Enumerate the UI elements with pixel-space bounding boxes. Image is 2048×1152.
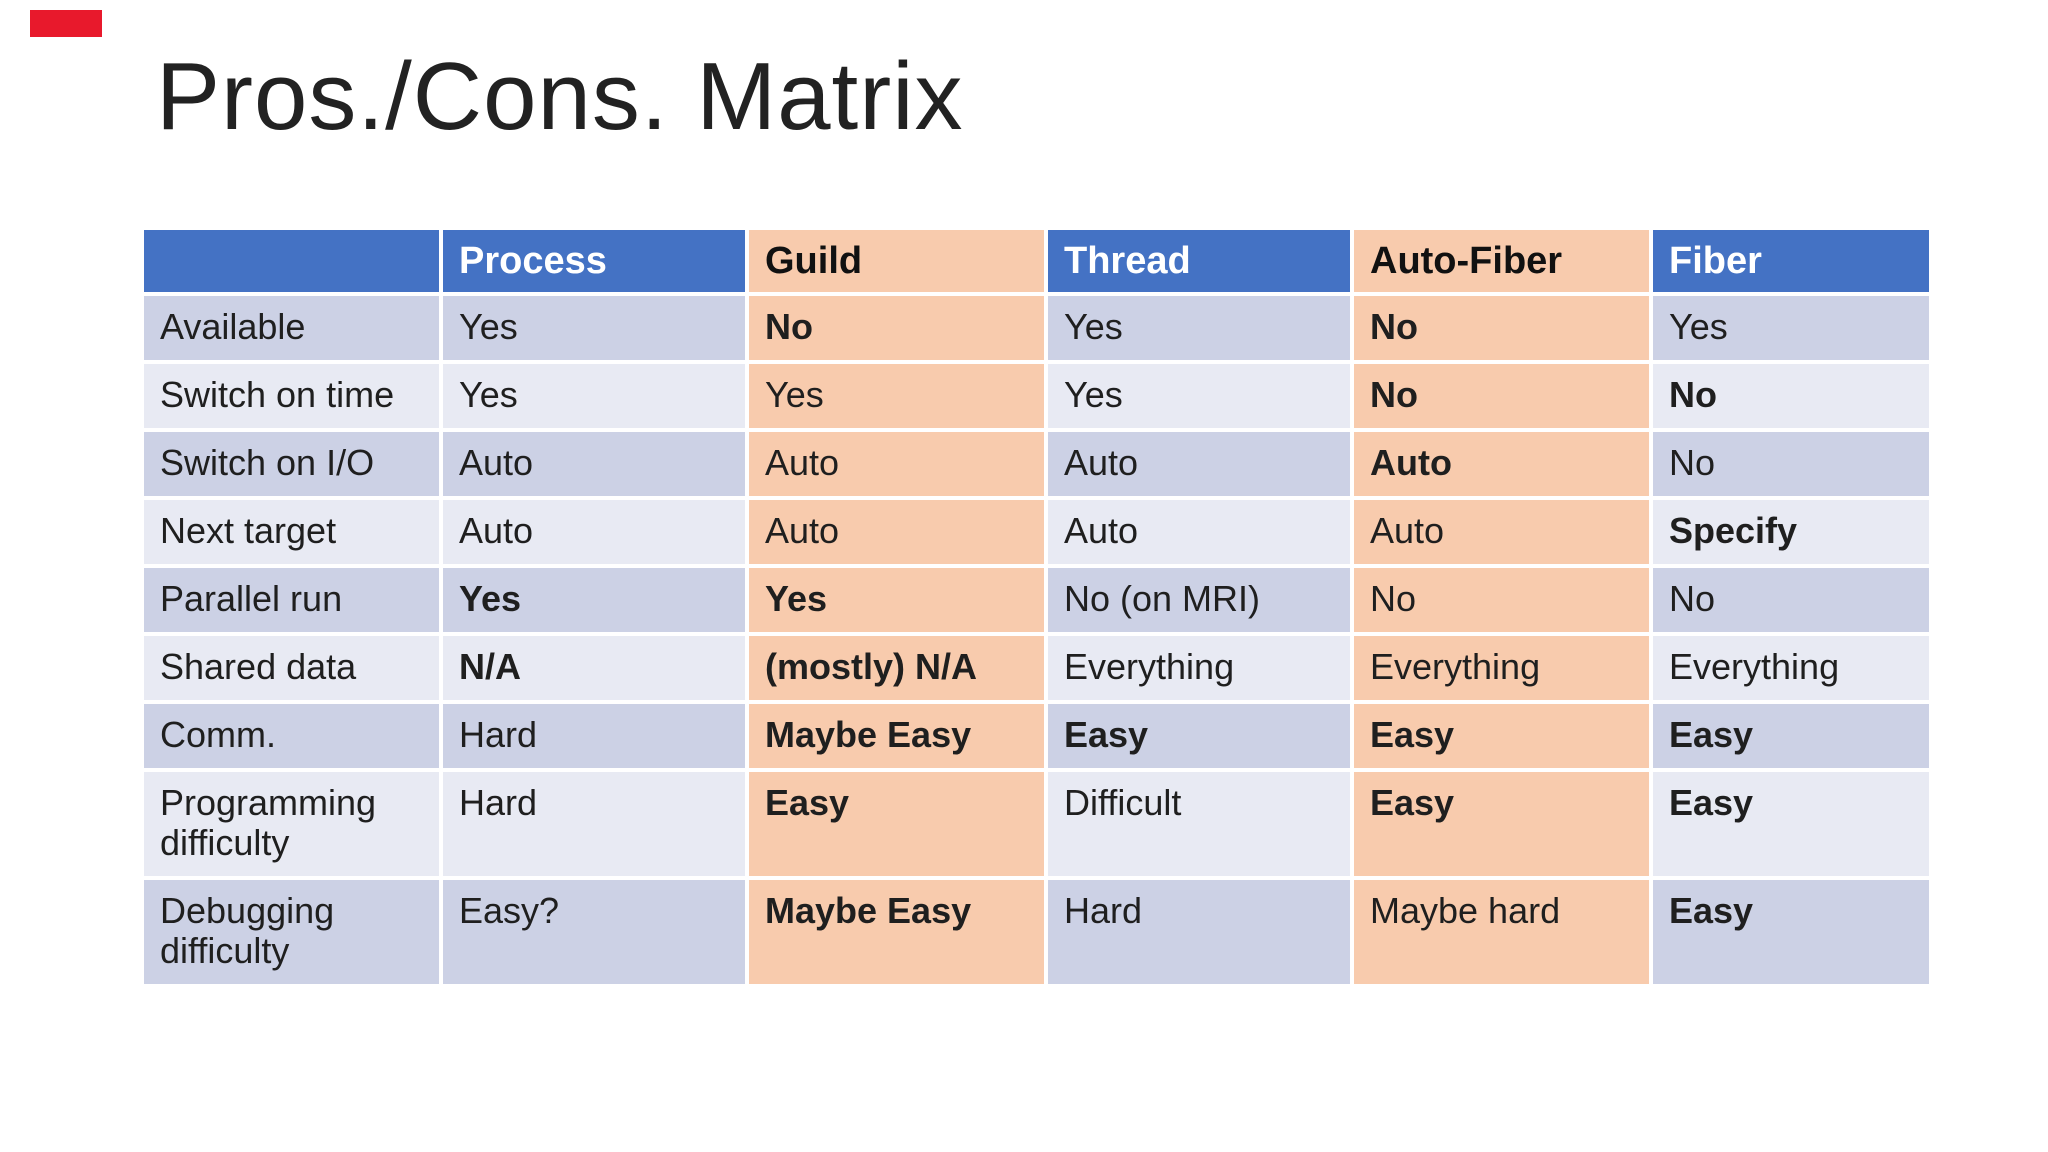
row-label: Next target	[144, 500, 439, 564]
cell-debugging-difficulty-process: Easy?	[443, 880, 745, 984]
table-row: Next target Auto Auto Auto Auto Specify	[144, 500, 1929, 564]
cell-parallel-run-thread: No (on MRI)	[1048, 568, 1350, 632]
cell-available-thread: Yes	[1048, 296, 1350, 360]
table-row: Shared data N/A (mostly) N/A Everything Ever…	[144, 636, 1929, 700]
cell-available-fiber: Yes	[1653, 296, 1929, 360]
pros-cons-matrix-table: Process Guild Thread Auto-Fiber Fiber Availa…	[140, 226, 1933, 988]
table-header: Process Guild Thread Auto-Fiber Fiber	[144, 230, 1929, 292]
table-row: Programming difficulty Hard Easy Difficult E…	[144, 772, 1929, 876]
cell-parallel-run-fiber: No	[1653, 568, 1929, 632]
header-row: Process Guild Thread Auto-Fiber Fiber	[144, 230, 1929, 292]
cell-programming-difficulty-fiber: Easy	[1653, 772, 1929, 876]
cell-available-process: Yes	[443, 296, 745, 360]
cell-parallel-run-guild: Yes	[749, 568, 1044, 632]
cell-programming-difficulty-thread: Difficult	[1048, 772, 1350, 876]
cell-parallel-run-process: Yes	[443, 568, 745, 632]
cell-programming-difficulty-guild: Easy	[749, 772, 1044, 876]
column-header-guild: Guild	[749, 230, 1044, 292]
cell-switch-on-i-o-thread: Auto	[1048, 432, 1350, 496]
cell-shared-data-process: N/A	[443, 636, 745, 700]
cell-next-target-thread: Auto	[1048, 500, 1350, 564]
cell-next-target-fiber: Specify	[1653, 500, 1929, 564]
table-row: Debugging difficulty Easy? Maybe Easy Hard M…	[144, 880, 1929, 984]
row-label: Switch on time	[144, 364, 439, 428]
column-header-auto-fiber: Auto-Fiber	[1354, 230, 1649, 292]
cell-available-auto-fiber: No	[1354, 296, 1649, 360]
cell-programming-difficulty-auto-fiber: Easy	[1354, 772, 1649, 876]
cell-switch-on-time-thread: Yes	[1048, 364, 1350, 428]
cell-switch-on-i-o-process: Auto	[443, 432, 745, 496]
cell-switch-on-i-o-fiber: No	[1653, 432, 1929, 496]
cell-debugging-difficulty-fiber: Easy	[1653, 880, 1929, 984]
cell-next-target-guild: Auto	[749, 500, 1044, 564]
cell-comm--fiber: Easy	[1653, 704, 1929, 768]
table-row: Parallel run Yes Yes No (on MRI) No No	[144, 568, 1929, 632]
cell-switch-on-i-o-auto-fiber: Auto	[1354, 432, 1649, 496]
cell-parallel-run-auto-fiber: No	[1354, 568, 1649, 632]
table-body: Available Yes No Yes No Yes Switch on time Yes Y…	[144, 296, 1929, 984]
cell-switch-on-time-auto-fiber: No	[1354, 364, 1649, 428]
cell-next-target-auto-fiber: Auto	[1354, 500, 1649, 564]
cell-available-guild: No	[749, 296, 1044, 360]
table-row: Comm. Hard Maybe Easy Easy Easy Easy	[144, 704, 1929, 768]
row-label: Available	[144, 296, 439, 360]
cell-programming-difficulty-process: Hard	[443, 772, 745, 876]
column-header-thread: Thread	[1048, 230, 1350, 292]
cell-shared-data-fiber: Everything	[1653, 636, 1929, 700]
cell-switch-on-time-process: Yes	[443, 364, 745, 428]
cell-next-target-process: Auto	[443, 500, 745, 564]
red-marker-bar	[30, 10, 102, 37]
cell-debugging-difficulty-guild: Maybe Easy	[749, 880, 1044, 984]
table-row: Available Yes No Yes No Yes	[144, 296, 1929, 360]
cell-comm--guild: Maybe Easy	[749, 704, 1044, 768]
cell-debugging-difficulty-thread: Hard	[1048, 880, 1350, 984]
cell-shared-data-auto-fiber: Everything	[1354, 636, 1649, 700]
column-header-process: Process	[443, 230, 745, 292]
row-label: Parallel run	[144, 568, 439, 632]
cell-switch-on-time-guild: Yes	[749, 364, 1044, 428]
cell-debugging-difficulty-auto-fiber: Maybe hard	[1354, 880, 1649, 984]
cell-switch-on-time-fiber: No	[1653, 364, 1929, 428]
row-label: Shared data	[144, 636, 439, 700]
row-label: Debugging difficulty	[144, 880, 439, 984]
cell-comm--auto-fiber: Easy	[1354, 704, 1649, 768]
column-header-empty	[144, 230, 439, 292]
table-row: Switch on time Yes Yes Yes No No	[144, 364, 1929, 428]
row-label: Switch on I/O	[144, 432, 439, 496]
cell-comm--process: Hard	[443, 704, 745, 768]
table-row: Switch on I/O Auto Auto Auto Auto No	[144, 432, 1929, 496]
column-header-fiber: Fiber	[1653, 230, 1929, 292]
row-label: Programming difficulty	[144, 772, 439, 876]
cell-comm--thread: Easy	[1048, 704, 1350, 768]
cell-shared-data-guild: (mostly) N/A	[749, 636, 1044, 700]
row-label: Comm.	[144, 704, 439, 768]
slide-title: Pros./Cons. Matrix	[156, 43, 964, 150]
cell-switch-on-i-o-guild: Auto	[749, 432, 1044, 496]
cell-shared-data-thread: Everything	[1048, 636, 1350, 700]
